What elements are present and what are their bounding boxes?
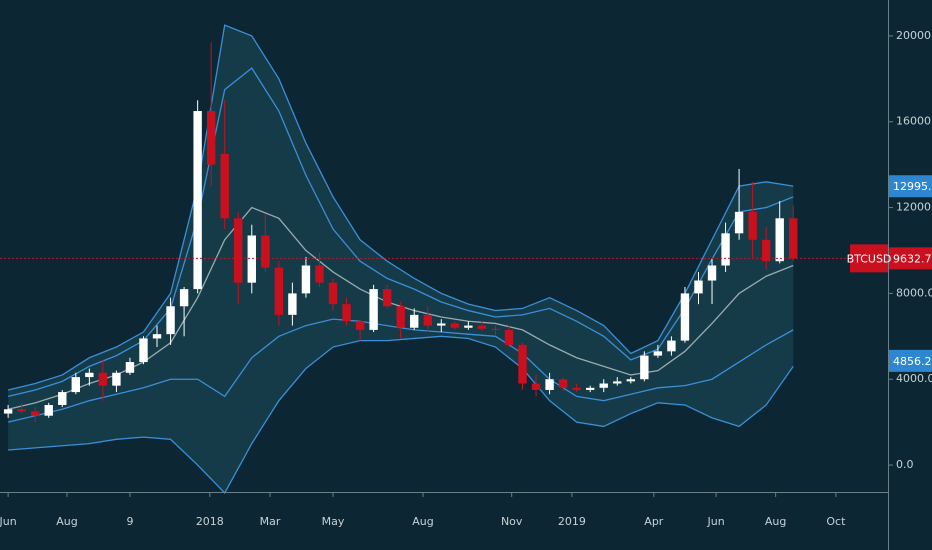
x-tick-label: Jun	[706, 515, 724, 528]
candle-body	[437, 323, 446, 326]
candle-body	[85, 372, 94, 378]
x-tick-label: Aug	[56, 515, 77, 528]
candle-body	[477, 325, 487, 329]
candle-body	[707, 265, 717, 281]
candle-body	[626, 379, 636, 382]
plot-area	[0, 24, 888, 495]
candle-body	[585, 387, 595, 390]
last-price-box	[889, 247, 932, 270]
band-line	[7, 67, 794, 398]
y-tick-label: 8000.0	[896, 286, 932, 299]
candle-body	[789, 218, 798, 259]
candle-body	[491, 328, 500, 330]
candle-body	[274, 267, 284, 315]
price-label-box	[889, 175, 932, 198]
x-tick-label: Nov	[501, 515, 523, 528]
candle-body	[680, 293, 690, 341]
x-tick-label: 9	[126, 515, 133, 528]
y-tick-label: 20000.0	[896, 29, 932, 42]
x-tick-label: May	[322, 515, 345, 528]
x-tick-label: 2019	[558, 515, 586, 528]
candle-body	[355, 321, 365, 330]
candle-body	[315, 265, 324, 283]
candle-body	[382, 289, 392, 307]
band-fill	[8, 25, 794, 493]
band-line	[7, 24, 794, 391]
price-label-box	[889, 349, 932, 372]
candle-body	[558, 379, 568, 388]
candle-body	[112, 372, 121, 386]
candle-body	[531, 383, 541, 390]
candle-body	[640, 355, 649, 380]
candle-body	[17, 409, 26, 412]
candle-body	[694, 280, 703, 294]
price-label: 4856.2	[893, 355, 932, 368]
candle-body	[667, 340, 676, 352]
candle-body	[220, 153, 229, 219]
y-tick-label: 0.0	[896, 458, 914, 471]
y-tick-label: 12000.0	[896, 201, 932, 214]
band-line	[8, 335, 794, 495]
candle-body	[653, 351, 663, 356]
candle-body	[139, 338, 148, 363]
candle-body	[775, 218, 784, 262]
candle-body	[152, 334, 162, 339]
candle-body	[206, 111, 216, 165]
x-tick-label: Aug	[412, 515, 433, 528]
candle-body	[464, 325, 473, 328]
candle-body	[328, 282, 338, 305]
y-tick-label: 16000.0	[896, 115, 932, 128]
symbol-box	[850, 244, 888, 273]
candle-body	[545, 379, 554, 390]
candle-body	[410, 314, 419, 328]
candle-body	[125, 362, 135, 373]
candle-body	[58, 392, 67, 405]
x-tick-label: Mar	[260, 515, 281, 528]
y-tick-label: 4000.0	[896, 372, 932, 385]
candle-body	[518, 344, 527, 384]
candle-body	[247, 235, 256, 283]
axes: 0.0 4000.0 8000.0 12000.0 16000.0 20000.0 Jun A…	[0, 29, 932, 528]
candle-body	[71, 377, 81, 393]
price-label: 12995.2	[893, 180, 932, 193]
candle-body	[396, 306, 405, 328]
last-price-label: 9632.7	[893, 252, 932, 265]
candle-body	[166, 306, 175, 335]
x-tick-label: Oct	[826, 515, 846, 528]
candle-body	[504, 329, 514, 345]
x-tick-label: Aug	[765, 515, 786, 528]
symbol-label: BTCUSD	[847, 252, 892, 265]
candle-body	[261, 235, 270, 268]
candle-body	[572, 387, 581, 390]
candle-body	[193, 111, 202, 290]
candle-body	[761, 239, 771, 262]
candle-body	[30, 411, 40, 416]
candle-body	[342, 304, 351, 322]
candle-body	[423, 314, 432, 326]
candle-body	[748, 211, 757, 240]
candle-body	[734, 211, 744, 234]
candle-body	[721, 233, 730, 266]
candle-body	[613, 381, 622, 384]
candle-body	[234, 218, 243, 283]
x-tick-label: 2018	[196, 515, 224, 528]
x-tick-label: Apr	[644, 515, 664, 528]
candle-body	[369, 289, 378, 330]
candle-body	[599, 383, 608, 388]
candle-body	[98, 372, 108, 386]
candle-body	[179, 289, 189, 307]
candle-body	[301, 265, 311, 294]
candle-body	[44, 404, 53, 416]
candle-body	[3, 409, 13, 414]
candle-body	[450, 323, 460, 328]
x-tick-label: Jun	[0, 515, 17, 528]
candle-body	[288, 293, 297, 315]
